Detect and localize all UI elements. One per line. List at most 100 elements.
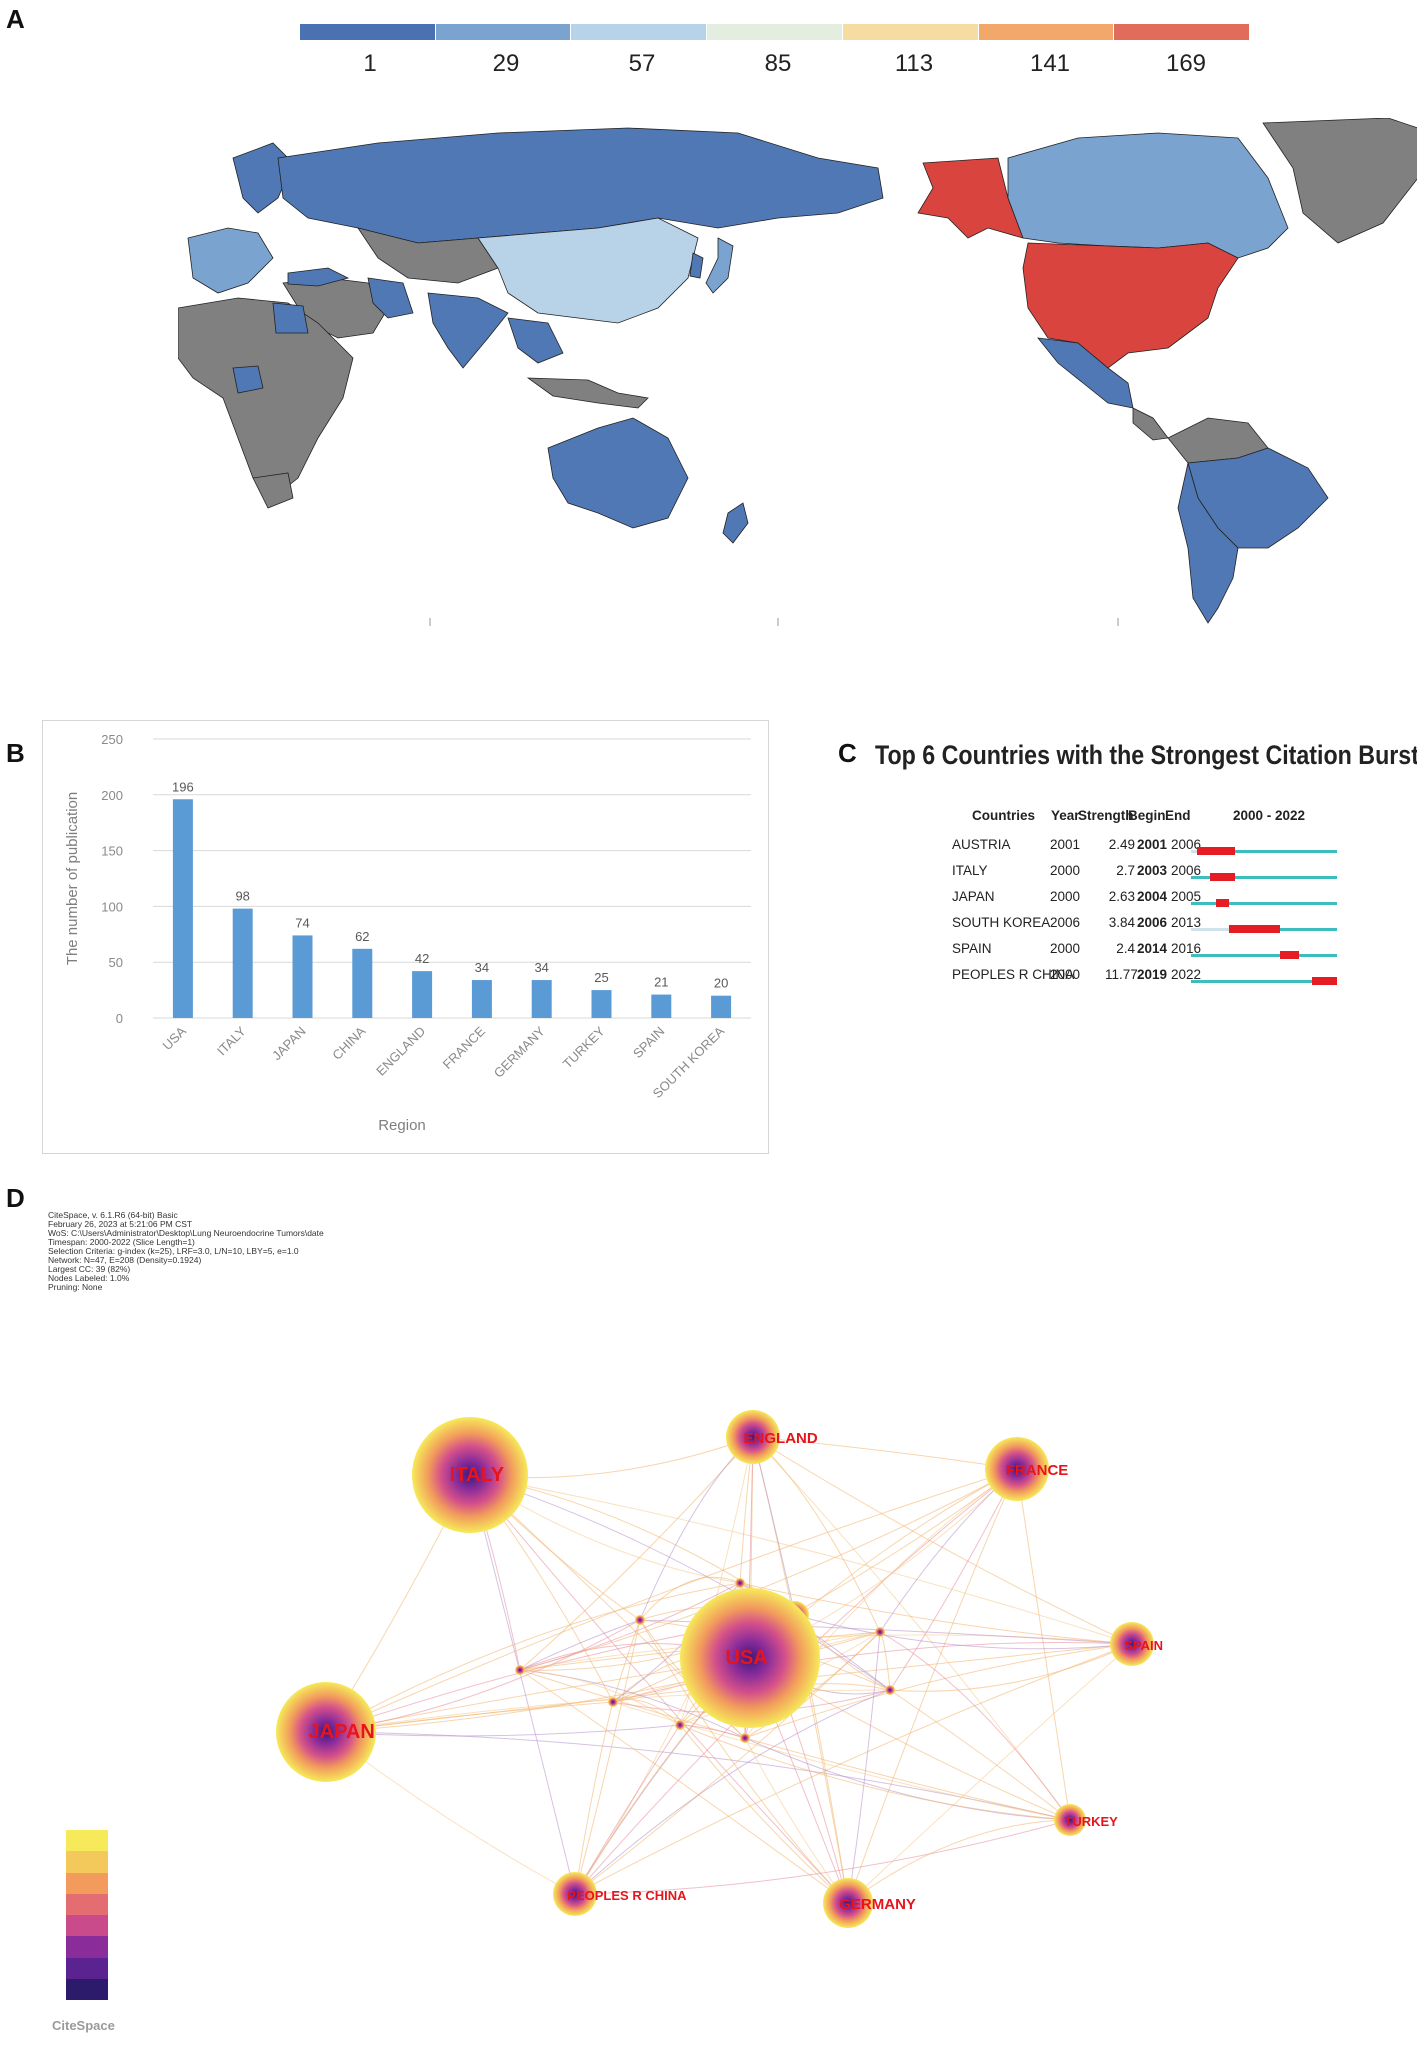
burst-segment [1279, 951, 1299, 959]
network-node [823, 1878, 873, 1928]
network-edge [612, 1641, 1133, 1703]
info-line: Nodes Labeled: 1.0% [48, 1273, 130, 1283]
network-node-label: PEOPLES R CHINA [567, 1888, 687, 1903]
network-node [553, 1872, 597, 1916]
burst-country: JAPAN [952, 889, 995, 904]
panel-label-a: A [6, 4, 25, 34]
y-tick-label: 250 [101, 732, 123, 747]
panel-label-d: D [6, 1183, 25, 1213]
colorbar-step [66, 1978, 108, 2000]
network-node [1054, 1804, 1086, 1836]
publication-bar-chart: 0 50 100 150 200 250 196 USA 98 ITALY 74 JAPAN 62 CHI… [42, 720, 769, 1154]
burst-begin: 2003 [1137, 863, 1168, 878]
col-header-year: Year [1051, 808, 1080, 823]
network-edge [574, 1819, 1071, 1895]
network-edge [744, 1737, 849, 1904]
col-header-strength: Strength [1078, 808, 1134, 823]
network-node [276, 1682, 376, 1782]
info-line: February 26, 2023 at 5:21:06 PM CST [48, 1219, 193, 1229]
bar [591, 990, 612, 1018]
citation-burst-table: Top 6 Countries with the Strongest Citat… [835, 740, 1417, 990]
bar-value-label: 62 [355, 929, 369, 944]
burst-country: ITALY [952, 863, 988, 878]
y-tick-label: 0 [116, 1011, 123, 1026]
network-node [412, 1417, 528, 1533]
map-europe-west [187, 227, 274, 294]
legend-swatch [707, 24, 842, 40]
network-edge [325, 1582, 741, 1733]
colorbar-step [66, 1915, 108, 1937]
burst-segment [1197, 847, 1236, 855]
network-edge [847, 1643, 1133, 1904]
network-edge [574, 1689, 891, 1895]
burst-title: Top 6 Countries with the Strongest Citat… [875, 740, 1417, 770]
legend-swatch [978, 24, 1114, 40]
burst-begin: 2014 [1137, 941, 1168, 956]
network-edge [752, 1436, 1018, 1470]
burst-begin: 2001 [1137, 837, 1168, 852]
map-iran [367, 277, 414, 319]
burst-country: SPAIN [952, 941, 992, 956]
col-header-begin: Begin [1128, 808, 1166, 823]
legend-swatch [842, 24, 978, 40]
country-collaboration-network: USA ITALY JAPAN ENGLAND FRANCE SPAIN PEOPLES R… [276, 1410, 1163, 1928]
network-edge [469, 1474, 849, 1904]
bar [651, 994, 672, 1018]
network-node-label: USA [726, 1647, 768, 1669]
x-axis-title: Region [378, 1117, 426, 1134]
colorbar-step [66, 1851, 108, 1873]
colorbar-step [66, 1957, 108, 1979]
bar [412, 971, 433, 1018]
network-node-minor [608, 1697, 618, 1707]
burst-year: 2000 [1050, 967, 1081, 982]
network-edge [325, 1731, 1071, 1821]
x-tick-label: FRANCE [440, 1023, 489, 1072]
bar [471, 980, 492, 1018]
network-edge [469, 1474, 891, 1691]
network-edge [752, 1436, 1133, 1645]
network-edge [519, 1669, 681, 1726]
map-central-america [1132, 407, 1169, 441]
x-tick-label: SPAIN [630, 1024, 668, 1062]
network-edge [612, 1701, 1071, 1821]
burst-pre-period [1191, 928, 1231, 931]
network-edge [469, 1474, 1133, 1645]
network-node [1110, 1622, 1154, 1666]
burst-begin: 2004 [1137, 889, 1168, 904]
network-edge [739, 1582, 1133, 1645]
bar-value-label: 25 [594, 970, 608, 985]
burst-begin: 2019 [1137, 967, 1168, 982]
network-node-minor [740, 1733, 750, 1743]
burst-timeline [1191, 980, 1337, 983]
legend-label: 1 [363, 50, 377, 77]
burst-segment [1210, 873, 1236, 881]
burst-country: PEOPLES R CHINA [952, 967, 1075, 982]
burst-segment [1216, 899, 1230, 907]
panel-label-b: B [6, 738, 25, 768]
network-edge [574, 1643, 1133, 1895]
legend-swatch [1114, 24, 1249, 40]
burst-strength: 2.4 [1116, 941, 1135, 956]
burst-timeline [1191, 876, 1337, 879]
burst-end: 2013 [1171, 915, 1202, 930]
burst-country: SOUTH KOREA [952, 915, 1051, 930]
network-edge [889, 1468, 1018, 1691]
burst-timeline [1191, 850, 1337, 853]
x-tick-label: GERMANY [491, 1023, 548, 1080]
colorbar-step [66, 1893, 108, 1915]
burst-strength: 2.63 [1108, 889, 1135, 904]
map-new-zealand [722, 502, 749, 544]
panel-label-c: C [838, 738, 857, 768]
bar [352, 948, 373, 1018]
burst-year: 2000 [1050, 863, 1081, 878]
network-edge [325, 1724, 681, 1737]
network-node-label: ITALY [450, 1464, 505, 1486]
timeline-colorbar [66, 1830, 108, 2000]
network-edge [879, 1631, 891, 1691]
burst-country: AUSTRIA [952, 837, 1011, 852]
bar [531, 980, 552, 1018]
network-node-label: FRANCE [1006, 1462, 1069, 1479]
network-edge [679, 1724, 849, 1904]
x-tick-label: ENGLAND [373, 1024, 428, 1079]
burst-strength: 2.7 [1116, 863, 1135, 878]
